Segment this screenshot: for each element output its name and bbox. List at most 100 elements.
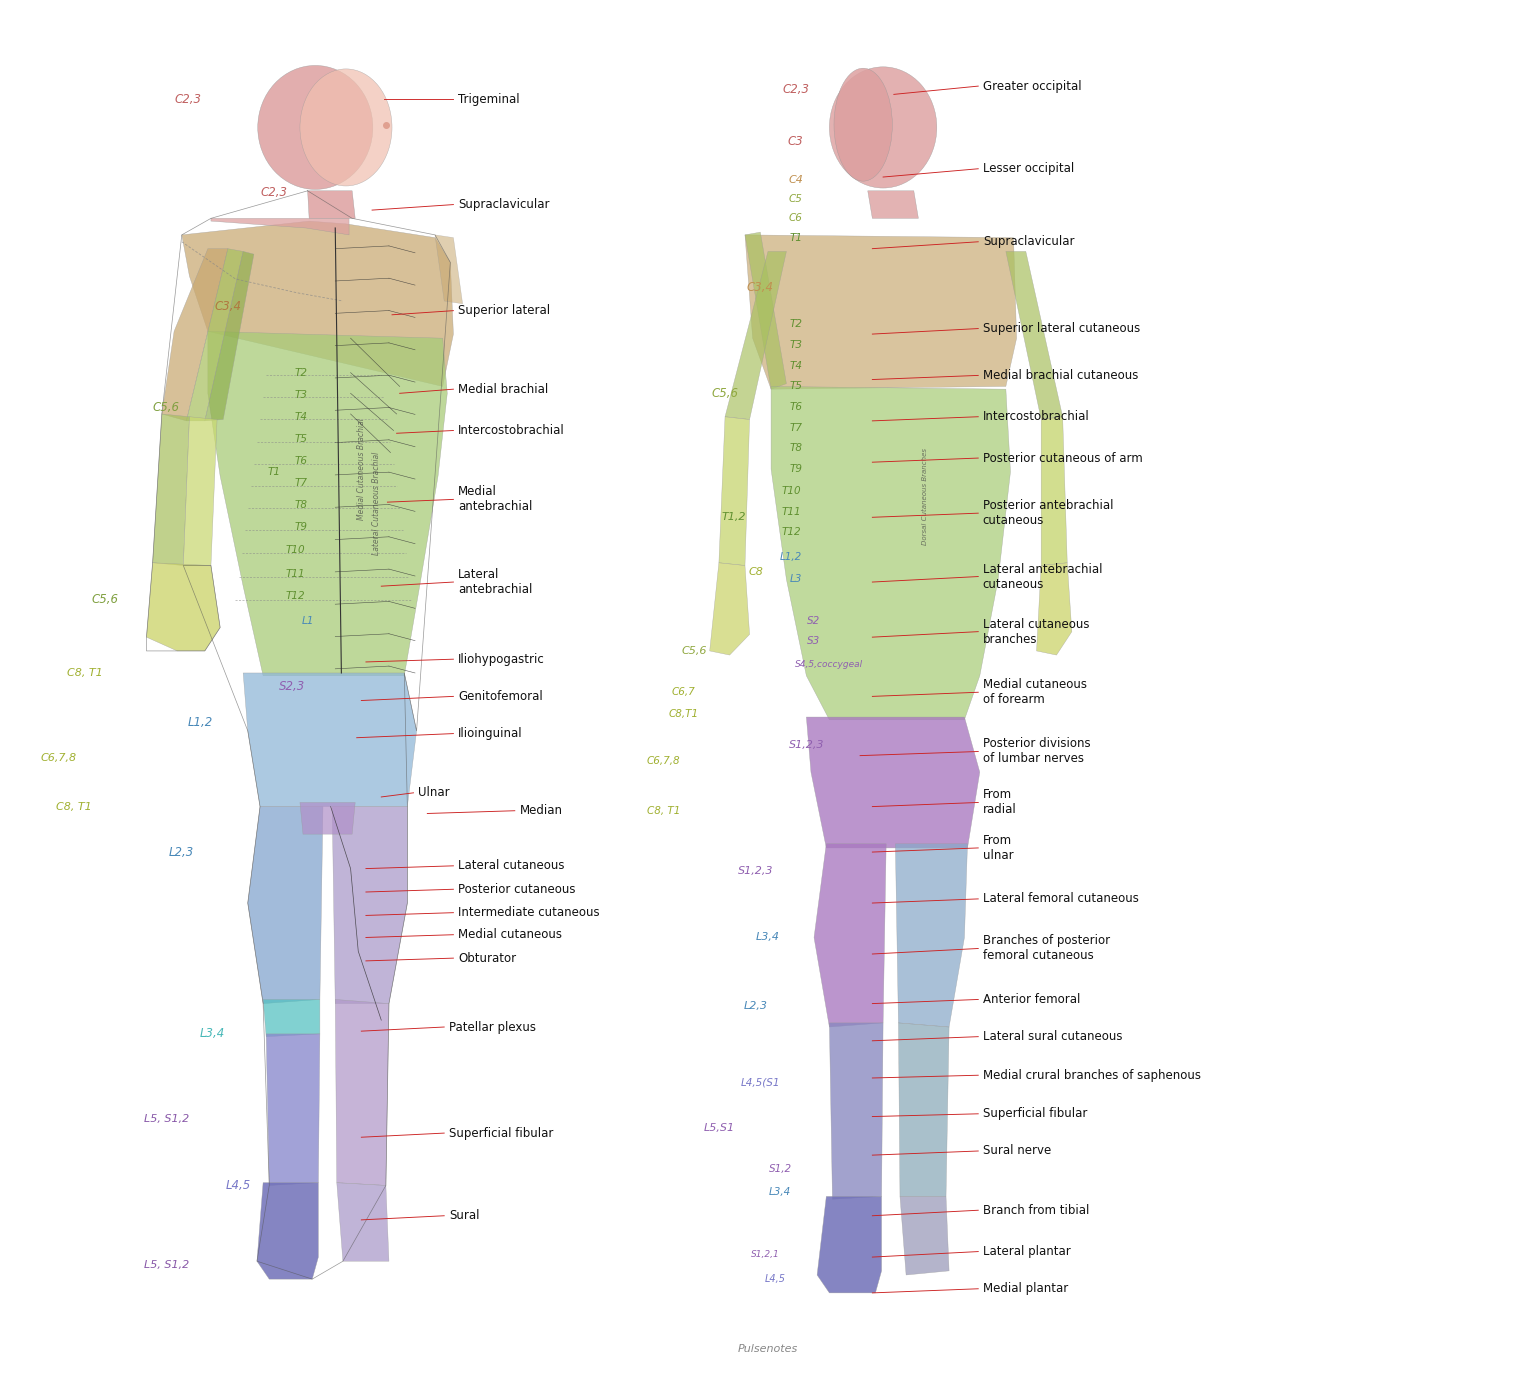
Text: Pulsenotes: Pulsenotes xyxy=(737,1343,799,1354)
Text: Medial Cutaneous Brachial: Medial Cutaneous Brachial xyxy=(356,418,366,520)
Text: Sural nerve: Sural nerve xyxy=(983,1145,1051,1157)
Text: Posterior cutaneous: Posterior cutaneous xyxy=(458,883,576,896)
Polygon shape xyxy=(899,1023,949,1197)
Text: Ulnar: Ulnar xyxy=(418,786,450,800)
Text: Lateral sural cutaneous: Lateral sural cutaneous xyxy=(983,1030,1123,1043)
Text: T8: T8 xyxy=(295,501,309,510)
Text: C5,6: C5,6 xyxy=(711,387,739,400)
Polygon shape xyxy=(243,673,416,807)
Polygon shape xyxy=(152,414,189,565)
Polygon shape xyxy=(710,563,750,655)
Text: C5,6: C5,6 xyxy=(154,400,180,414)
Polygon shape xyxy=(771,386,1011,720)
Text: C6,7,8: C6,7,8 xyxy=(41,753,77,764)
Text: Supraclavicular: Supraclavicular xyxy=(983,236,1074,248)
Ellipse shape xyxy=(258,65,373,189)
Polygon shape xyxy=(1037,563,1072,655)
Text: T10: T10 xyxy=(286,545,306,556)
Text: Posterior divisions
of lumbar nerves: Posterior divisions of lumbar nerves xyxy=(983,738,1091,765)
Text: Trigeminal: Trigeminal xyxy=(458,92,519,106)
Polygon shape xyxy=(900,1197,949,1276)
Polygon shape xyxy=(335,1000,389,1186)
Ellipse shape xyxy=(834,68,892,181)
Text: From
ulnar: From ulnar xyxy=(983,834,1014,862)
Text: From
radial: From radial xyxy=(983,789,1017,816)
Text: S1,2,3: S1,2,3 xyxy=(788,739,825,750)
Polygon shape xyxy=(266,1034,319,1186)
Text: Medial cutaneous
of forearm: Medial cutaneous of forearm xyxy=(983,678,1087,706)
Text: L4,5: L4,5 xyxy=(765,1274,786,1284)
Polygon shape xyxy=(435,234,462,303)
Text: T4: T4 xyxy=(295,412,309,422)
Polygon shape xyxy=(307,190,355,218)
Polygon shape xyxy=(263,1000,319,1037)
Text: Medial brachial cutaneous: Medial brachial cutaneous xyxy=(983,370,1138,382)
Text: T12: T12 xyxy=(782,527,800,538)
Text: C5: C5 xyxy=(788,194,803,204)
Polygon shape xyxy=(207,331,447,676)
Text: Patellar plexus: Patellar plexus xyxy=(449,1020,536,1033)
Text: C6: C6 xyxy=(788,214,803,223)
Text: C3,4: C3,4 xyxy=(746,281,774,294)
Polygon shape xyxy=(183,416,217,565)
Polygon shape xyxy=(719,416,750,565)
Text: T7: T7 xyxy=(790,423,802,433)
Polygon shape xyxy=(829,1023,883,1200)
Text: C8,T1: C8,T1 xyxy=(668,709,699,720)
Text: Superior lateral cutaneous: Superior lateral cutaneous xyxy=(983,323,1140,335)
Text: Intercostobrachial: Intercostobrachial xyxy=(983,410,1089,423)
Text: T3: T3 xyxy=(790,341,802,350)
Text: C2,3: C2,3 xyxy=(261,186,287,200)
Polygon shape xyxy=(336,1183,389,1262)
Text: L1,2: L1,2 xyxy=(780,552,802,563)
Text: T11: T11 xyxy=(782,507,800,517)
Text: Medial plantar: Medial plantar xyxy=(983,1282,1068,1295)
Text: T5: T5 xyxy=(790,382,802,392)
Text: Superficial fibular: Superficial fibular xyxy=(983,1107,1087,1120)
Polygon shape xyxy=(895,844,968,1027)
Text: L5, S1,2: L5, S1,2 xyxy=(144,1260,189,1270)
Text: L3,4: L3,4 xyxy=(200,1027,226,1040)
Text: S3: S3 xyxy=(808,636,820,647)
Text: C8, T1: C8, T1 xyxy=(68,667,103,678)
Text: Lateral Cutaneous Brachial: Lateral Cutaneous Brachial xyxy=(372,452,381,556)
Text: C5,6: C5,6 xyxy=(92,593,118,607)
Text: Branch from tibial: Branch from tibial xyxy=(983,1204,1089,1216)
Text: T8: T8 xyxy=(790,444,802,454)
Text: Superficial fibular: Superficial fibular xyxy=(449,1127,553,1139)
Text: Medial
antebrachial: Medial antebrachial xyxy=(458,485,533,513)
Text: Lesser occipital: Lesser occipital xyxy=(983,163,1074,175)
Text: C4: C4 xyxy=(788,175,803,185)
Text: T1,2: T1,2 xyxy=(722,513,746,523)
Text: Medial crural branches of saphenous: Medial crural branches of saphenous xyxy=(983,1069,1201,1081)
Text: Genitofemoral: Genitofemoral xyxy=(458,690,542,703)
Ellipse shape xyxy=(300,69,392,186)
Text: T1: T1 xyxy=(267,467,281,477)
Text: T6: T6 xyxy=(295,456,309,466)
Text: Lateral femoral cutaneous: Lateral femoral cutaneous xyxy=(983,892,1138,906)
Text: C5,6: C5,6 xyxy=(682,645,707,656)
Polygon shape xyxy=(817,1197,882,1294)
Text: L4,5(S1: L4,5(S1 xyxy=(740,1077,780,1087)
Text: T2: T2 xyxy=(790,320,802,330)
Text: S1,2,3: S1,2,3 xyxy=(737,866,774,876)
Text: C6,7: C6,7 xyxy=(671,687,696,698)
Text: Intermediate cutaneous: Intermediate cutaneous xyxy=(458,906,599,920)
Text: T6: T6 xyxy=(790,403,802,412)
Text: L1,2: L1,2 xyxy=(187,716,214,729)
Text: T3: T3 xyxy=(295,390,309,400)
Text: Lateral cutaneous: Lateral cutaneous xyxy=(458,859,565,873)
Text: Branches of posterior
femoral cutaneous: Branches of posterior femoral cutaneous xyxy=(983,935,1111,963)
Text: S2: S2 xyxy=(808,615,820,626)
Text: T9: T9 xyxy=(790,465,802,474)
Text: C3: C3 xyxy=(788,135,803,148)
Text: L5,S1: L5,S1 xyxy=(703,1123,734,1132)
Text: Lateral antebrachial
cutaneous: Lateral antebrachial cutaneous xyxy=(983,563,1103,590)
Text: S1,2,1: S1,2,1 xyxy=(751,1249,779,1259)
Text: C2,3: C2,3 xyxy=(782,83,809,97)
Text: L1: L1 xyxy=(301,615,313,626)
Text: T9: T9 xyxy=(295,521,309,532)
Text: Iliohypogastric: Iliohypogastric xyxy=(458,652,545,666)
Text: Posterior antebrachial
cutaneous: Posterior antebrachial cutaneous xyxy=(983,499,1114,527)
Text: T2: T2 xyxy=(295,368,309,378)
